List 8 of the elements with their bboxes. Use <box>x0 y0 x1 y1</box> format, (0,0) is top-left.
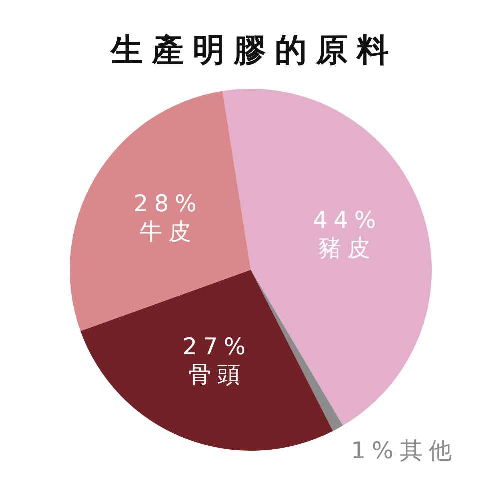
slice-label: 豬皮 <box>318 236 377 262</box>
data-label: 27% <box>182 334 252 361</box>
data-label: 44% <box>313 208 382 234</box>
slice-label: 1%其他 <box>351 438 458 464</box>
slice-label: 牛皮 <box>139 219 198 246</box>
data-label: 28% <box>134 191 203 218</box>
chart-title: 生產明膠的原料 <box>109 30 399 71</box>
slice-label: 骨頭 <box>188 362 246 389</box>
